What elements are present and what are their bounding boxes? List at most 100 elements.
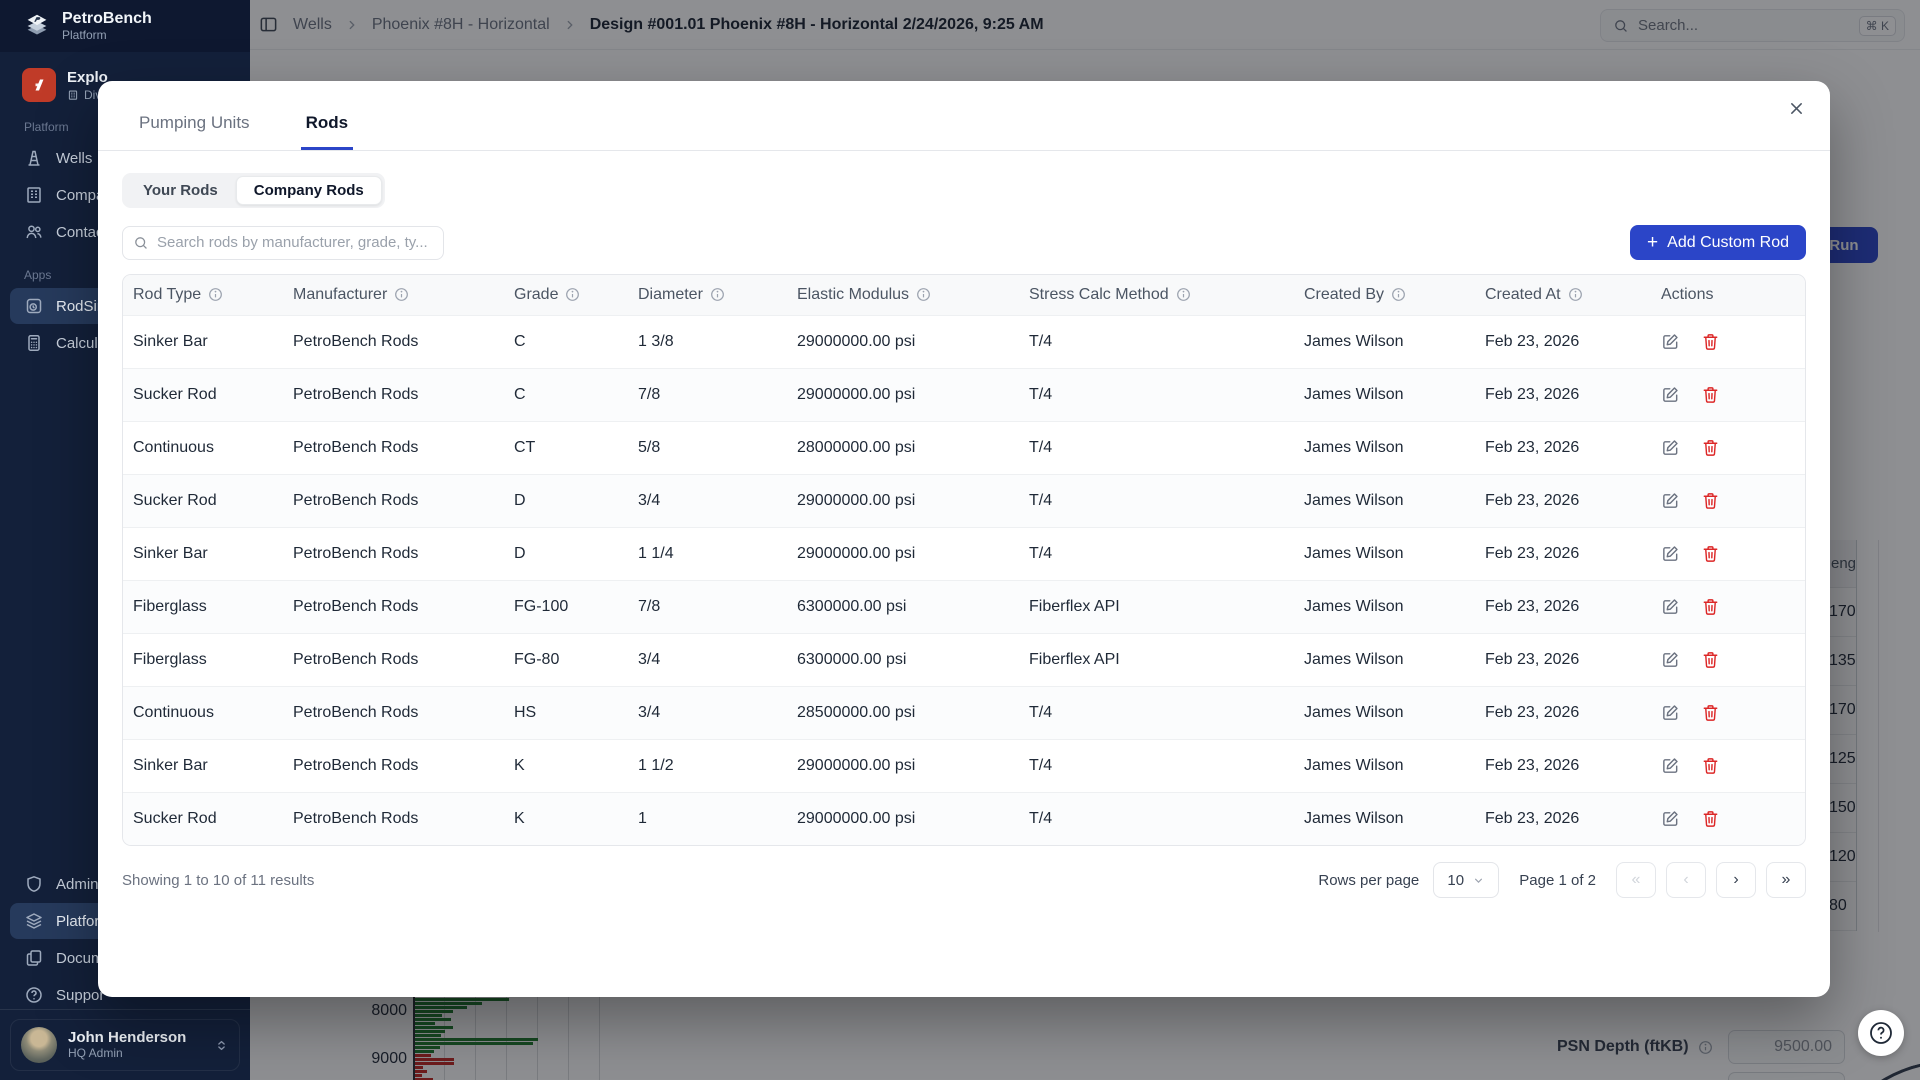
cell-actions [1651,792,1805,845]
info-icon[interactable] [208,287,223,302]
info-icon[interactable] [710,287,725,302]
keyboard-shortcut-badge: ⌘ K [1858,15,1896,36]
chart-tick-9000: 9000 [371,1050,407,1067]
delete-icon[interactable] [1701,809,1720,828]
org-selector[interactable]: Explo Divi [22,68,236,102]
cell-stress-calc-method: T/4 [1029,809,1053,827]
breadcrumb-wells[interactable]: Wells [293,15,332,33]
breadcrumb: Wells Phoenix #8H - Horizontal Design #0… [293,16,1044,34]
edit-icon[interactable] [1661,385,1680,404]
cell-created-by: James Wilson [1304,491,1404,509]
chart-bar-red [415,1074,422,1077]
cell-elastic-modulus: 29000000.00 psi [797,544,916,562]
table-row[interactable]: Continuous PetroBench Rods CT 5/8 28000000.0… [123,421,1805,474]
edit-icon[interactable] [1661,597,1680,616]
table-row[interactable]: Continuous PetroBench Rods HS 3/4 28500000.0… [123,686,1805,739]
info-icon[interactable] [565,287,580,302]
table-row[interactable]: Sinker Bar PetroBench Rods K 1 1/2 29000000.… [123,739,1805,792]
table-row[interactable]: Fiberglass PetroBench Rods FG-80 3/4 6300000… [123,633,1805,686]
chart-bar-green [415,1026,453,1029]
table-row[interactable]: Sucker Rod PetroBench Rods D 3/4 29000000.00… [123,474,1805,527]
delete-icon[interactable] [1701,438,1720,457]
column-header-elastic-modulus: Elastic Modulus [787,275,1019,315]
chevron-right-icon [345,18,359,32]
bg-table-value-fragment: 125 [1818,735,1856,784]
edit-icon[interactable] [1661,544,1680,563]
column-header-created-by: Created By [1294,275,1475,315]
cell-created-at: Feb 23, 2026 [1485,703,1580,721]
rod-search-input[interactable] [157,234,433,251]
chart-bar-red [415,1078,433,1080]
table-row[interactable]: Sinker Bar PetroBench Rods C 1 3/8 29000000.… [123,315,1805,368]
edit-icon[interactable] [1661,703,1680,722]
edit-icon[interactable] [1661,650,1680,669]
user-menu[interactable]: John Henderson HQ Admin [10,1019,240,1071]
info-icon[interactable] [1568,287,1583,302]
delete-icon[interactable] [1701,703,1720,722]
cell-created-by: James Wilson [1304,332,1404,350]
column-header-stress-calc-method: Stress Calc Method [1019,275,1294,315]
rows-per-page-select[interactable]: 10 [1433,862,1500,898]
delete-icon[interactable] [1701,385,1720,404]
sidebar-item-wells[interactable]: Wells [10,140,240,176]
global-search-input[interactable]: Search... ⌘ K [1600,9,1905,42]
cell-diameter: 5/8 [638,438,661,456]
chart-bar-green [415,1022,435,1025]
add-custom-rod-button[interactable]: + Add Custom Rod [1630,225,1806,260]
table-row[interactable]: Sucker Rod PetroBench Rods C 7/8 29000000.00… [123,368,1805,421]
sidebar-toggle-icon[interactable] [259,15,278,34]
edit-icon[interactable] [1661,756,1680,775]
segment-company-rods[interactable]: Company Rods [235,176,382,205]
tab-rods[interactable]: Rods [301,113,354,150]
cell-diameter: 7/8 [638,385,661,403]
info-icon[interactable] [1176,287,1191,302]
delete-icon[interactable] [1701,491,1720,510]
first-page-button[interactable]: « [1616,862,1656,898]
delete-icon[interactable] [1701,597,1720,616]
tab-pumping-units[interactable]: Pumping Units [139,113,250,132]
info-icon[interactable] [916,287,931,302]
cell-created-by: James Wilson [1304,385,1404,403]
cell-rod-type: Sinker Bar [133,544,208,562]
cell-created-by: James Wilson [1304,650,1404,668]
cell-created-at: Feb 23, 2026 [1485,650,1580,668]
table-row[interactable]: Sucker Rod PetroBench Rods K 1 29000000.00 p… [123,792,1805,845]
edit-icon[interactable] [1661,438,1680,457]
chart-bar-red [415,1062,454,1065]
last-page-button[interactable]: » [1766,862,1806,898]
segment-your-rods[interactable]: Your Rods [143,182,218,199]
sidebar-item-documentation[interactable]: Docume [10,940,240,976]
sidebar-item-label: Calcula [56,334,107,352]
delete-icon[interactable] [1701,756,1720,775]
next-page-button[interactable]: › [1716,862,1756,898]
psn-depth-input[interactable]: 9500.00 [1728,1030,1845,1064]
info-icon[interactable] [394,287,409,302]
sidebar-item-contacts[interactable]: Contac [10,214,240,250]
delete-icon[interactable] [1701,650,1720,669]
cell-actions [1651,739,1805,792]
breadcrumb-well[interactable]: Phoenix #8H - Horizontal [371,15,550,33]
help-button[interactable] [1858,1010,1904,1056]
prev-page-button[interactable]: ‹ [1666,862,1706,898]
edit-icon[interactable] [1661,332,1680,351]
info-icon[interactable] [1391,287,1406,302]
chart-bar-red [415,1054,431,1057]
delete-icon[interactable] [1701,332,1720,351]
column-header-created-at: Created At [1475,275,1651,315]
table-row[interactable]: Fiberglass PetroBench Rods FG-100 7/8 630000… [123,580,1805,633]
sidebar-item-calculators[interactable]: Calcula [10,325,240,361]
cell-rod-type: Continuous [133,703,214,721]
column-header-grade: Grade [504,275,628,315]
close-icon[interactable] [1782,94,1810,122]
cell-rod-type: Fiberglass [133,597,207,615]
table-row[interactable]: Sinker Bar PetroBench Rods D 1 1/4 29000000.… [123,527,1805,580]
cell-manufacturer: PetroBench Rods [293,597,419,615]
edit-icon[interactable] [1661,809,1680,828]
sidebar-item-support[interactable]: Suppor [10,977,240,1013]
cell-elastic-modulus: 6300000.00 psi [797,597,907,615]
chart-bar-green [415,1046,440,1049]
cell-elastic-modulus: 6300000.00 psi [797,650,907,668]
cell-diameter: 7/8 [638,597,661,615]
delete-icon[interactable] [1701,544,1720,563]
edit-icon[interactable] [1661,491,1680,510]
